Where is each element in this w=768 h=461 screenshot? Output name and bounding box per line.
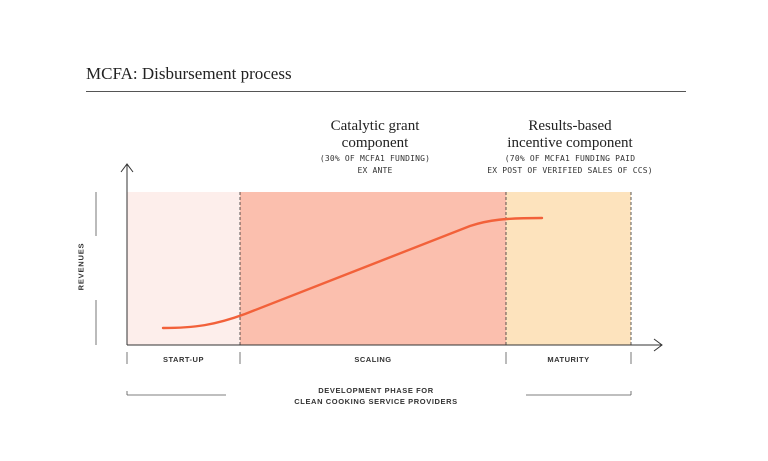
y-axis-arrow xyxy=(120,163,134,173)
x-axis-footer-label: DEVELOPMENT PHASE FOR CLEAN COOKING SERV… xyxy=(226,385,526,407)
results-component-note: (70% OF MCFA1 FUNDING PAID EX POST OF VE… xyxy=(487,154,653,175)
x-axis-arrow xyxy=(653,338,663,352)
catalytic-component-title: Catalytic grant component xyxy=(330,118,420,151)
revenue-curve xyxy=(161,216,544,330)
maturity-zone xyxy=(506,192,631,345)
scaling-zone xyxy=(240,192,506,345)
page-title: MCFA: Disbursement process xyxy=(86,64,292,83)
phase-label-startup: START-UP xyxy=(163,355,204,364)
y-axis-label: REVENUES xyxy=(76,242,86,291)
phase-label-maturity: MATURITY xyxy=(547,355,590,364)
startup-zone xyxy=(127,192,240,345)
results-component-title: Results-based incentive component xyxy=(507,118,633,151)
catalytic-component-note: (30% OF MCFA1 FUNDING) EX ANTE xyxy=(319,154,431,175)
title-divider xyxy=(86,91,686,92)
phase-label-scaling: SCALING xyxy=(354,355,392,364)
